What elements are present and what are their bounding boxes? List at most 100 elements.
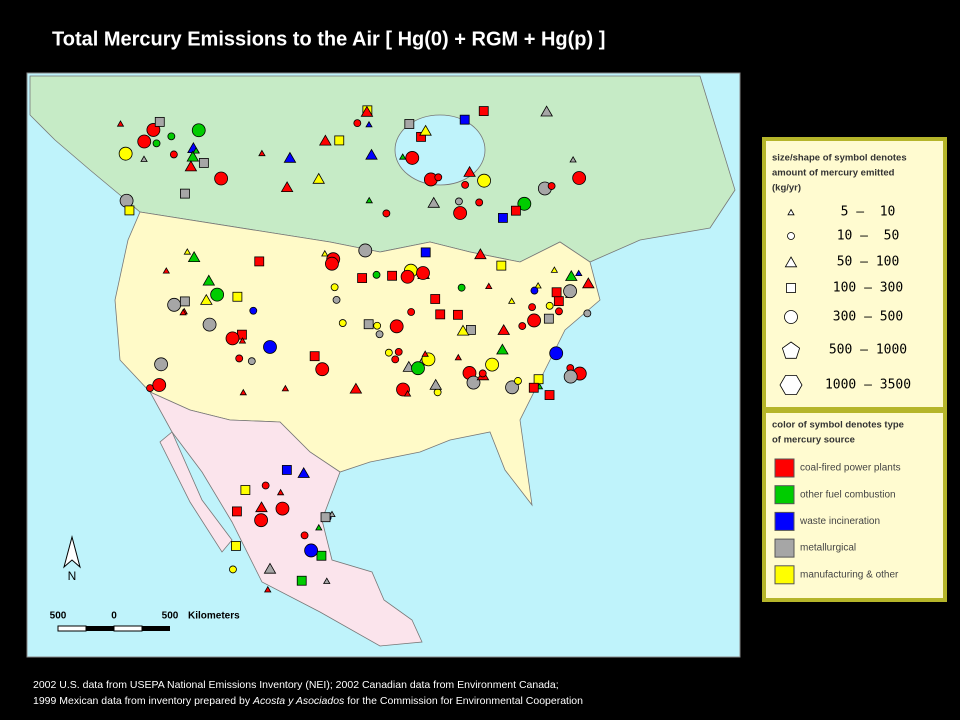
symbol	[435, 309, 446, 320]
symbol	[214, 171, 229, 186]
color-swatch	[774, 511, 795, 531]
symbol	[527, 313, 541, 328]
footer-text: Acosta y Asociados	[252, 695, 345, 707]
scale-bar: 500 0 500 Kilometers	[50, 611, 240, 632]
symbol	[275, 501, 290, 516]
symbol	[264, 585, 272, 593]
symbol	[375, 330, 384, 339]
symbol	[349, 382, 363, 394]
symbol	[416, 266, 430, 280]
scale-unit: Kilometers	[188, 611, 240, 622]
symbol	[457, 283, 466, 292]
symbol	[545, 301, 554, 310]
scale-segment	[113, 625, 143, 632]
symbol	[786, 283, 796, 293]
symbol	[316, 550, 327, 561]
symbol	[429, 378, 443, 390]
symbol	[391, 355, 400, 364]
symbol	[583, 309, 592, 318]
color-label: coal-fired power plants	[800, 463, 901, 474]
symbol	[297, 466, 310, 478]
size-label: 10 – 50	[837, 229, 900, 244]
symbol	[528, 382, 539, 393]
symbol	[563, 369, 578, 384]
symbol	[404, 119, 415, 129]
symbol	[508, 297, 516, 304]
symbol	[263, 562, 277, 574]
symbol	[119, 193, 134, 208]
title: Total Mercury Emissions to the Air [ Hg(…	[52, 28, 605, 50]
size-row: 1000 – 3500	[779, 375, 911, 395]
color-label: manufacturing & other	[800, 569, 899, 580]
symbol	[575, 269, 583, 277]
symbol	[315, 362, 330, 377]
baja-california	[159, 431, 233, 553]
size-row: 100 – 300	[786, 281, 903, 296]
symbol	[296, 575, 307, 586]
symbol	[232, 291, 243, 302]
size-row: 500 – 1000	[781, 341, 907, 359]
symbol	[453, 206, 468, 220]
symbol	[334, 135, 345, 146]
symbol	[514, 377, 522, 385]
footer-text: 1999 Mexican data from inventory prepare…	[33, 695, 253, 707]
symbol	[474, 248, 487, 260]
symbol	[784, 310, 798, 324]
symbol	[321, 249, 329, 257]
symbol	[543, 313, 554, 324]
symbol	[365, 120, 373, 128]
symbol	[179, 296, 190, 307]
symbol	[496, 343, 509, 355]
symbol	[405, 151, 420, 165]
symbol	[238, 337, 247, 344]
size-row: 50 – 100	[784, 255, 899, 270]
color-label: other fuel combustion	[800, 489, 896, 500]
scale-segment	[86, 626, 114, 631]
symbol	[325, 256, 339, 271]
symbol	[497, 324, 511, 335]
symbol	[365, 196, 374, 204]
symbol	[229, 565, 237, 574]
symbol	[363, 319, 374, 330]
symbol	[394, 348, 403, 356]
symbol	[466, 375, 481, 390]
scale-label: 500	[50, 611, 67, 622]
symbol	[544, 390, 555, 400]
symbol	[459, 114, 470, 125]
symbol	[419, 124, 432, 136]
symbol	[569, 155, 577, 163]
symbol	[781, 341, 801, 359]
symbol	[235, 354, 244, 363]
scale-label: 500	[162, 611, 179, 622]
symbol	[152, 378, 167, 392]
symbol	[430, 294, 441, 304]
symbol	[407, 308, 416, 316]
symbol	[210, 287, 225, 302]
symbol	[320, 512, 331, 523]
symbol	[498, 213, 508, 223]
symbol	[255, 501, 268, 513]
symbol	[784, 256, 798, 268]
symbol	[534, 281, 542, 289]
symbol	[485, 357, 499, 372]
symbol	[384, 348, 393, 357]
symbol	[118, 146, 133, 161]
symbol	[319, 134, 332, 146]
symbol	[169, 150, 178, 159]
symbol	[124, 205, 135, 216]
symbol	[550, 266, 559, 273]
symbol	[283, 151, 297, 163]
color-label: waste incineration	[799, 516, 880, 527]
symbol	[315, 523, 323, 531]
symbol	[254, 256, 265, 267]
symbol	[563, 284, 577, 299]
symbol	[518, 322, 527, 330]
symbol	[152, 139, 161, 148]
symbol	[154, 116, 165, 127]
symbol	[416, 131, 426, 142]
symbol	[540, 105, 553, 117]
legend-title: size/shape of symbol denotes	[772, 153, 907, 164]
symbol	[475, 198, 484, 207]
